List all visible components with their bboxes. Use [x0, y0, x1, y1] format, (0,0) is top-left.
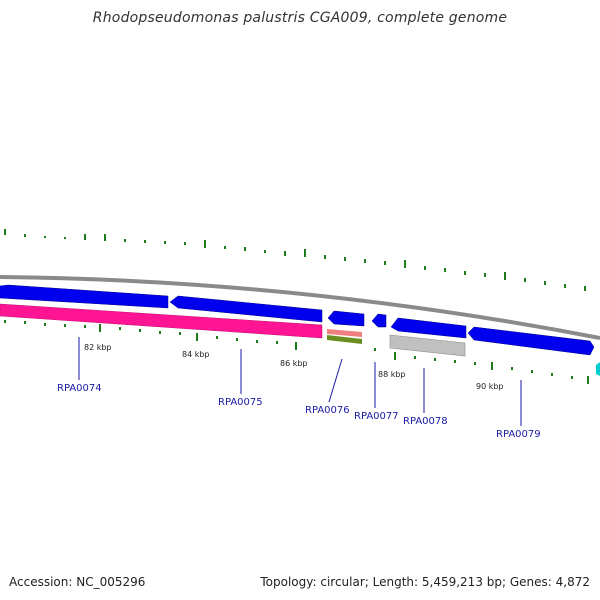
scale-label-82kbp: 82 kbp — [84, 343, 112, 352]
gene-label-rpa0077[interactable]: RPA0077 — [354, 411, 399, 422]
map-title: Rhodopseudomonas palustris CGA009, compl… — [92, 10, 508, 26]
scale-label-84kbp: 84 kbp — [182, 350, 210, 359]
rna-gene-bar — [327, 329, 362, 337]
pseudo-gene-bar — [389, 334, 466, 357]
forward-genes — [0, 284, 595, 356]
scale-label-90kbp: 90 kbp — [476, 382, 504, 391]
label-leader-lines — [78, 337, 522, 426]
accession-text: Accession: NC_005296 — [9, 575, 146, 589]
gene-label-rpa0079[interactable]: RPA0079 — [496, 429, 541, 440]
scale-label-88kbp: 88 kbp — [378, 370, 406, 379]
gene-label-rpa0075[interactable]: RPA0075 — [218, 397, 263, 408]
scale-label-86kbp: 86 kbp — [280, 359, 308, 368]
genome-backbone — [0, 275, 600, 340]
gc-ticks-lower — [4, 320, 589, 384]
gc-ticks-upper — [4, 229, 586, 291]
gene-bar-rpa0074 — [0, 303, 323, 339]
gene-label-rpa0078[interactable]: RPA0078 — [403, 416, 448, 427]
edge-gene-fragment — [596, 362, 600, 376]
gene-label-rpa0076[interactable]: RPA0076 — [305, 405, 350, 416]
genome-stats-text: Topology: circular; Length: 5,459,213 bp… — [260, 575, 590, 589]
other-gene-bar — [327, 335, 362, 344]
gene-label-rpa0074[interactable]: RPA0074 — [57, 383, 102, 394]
